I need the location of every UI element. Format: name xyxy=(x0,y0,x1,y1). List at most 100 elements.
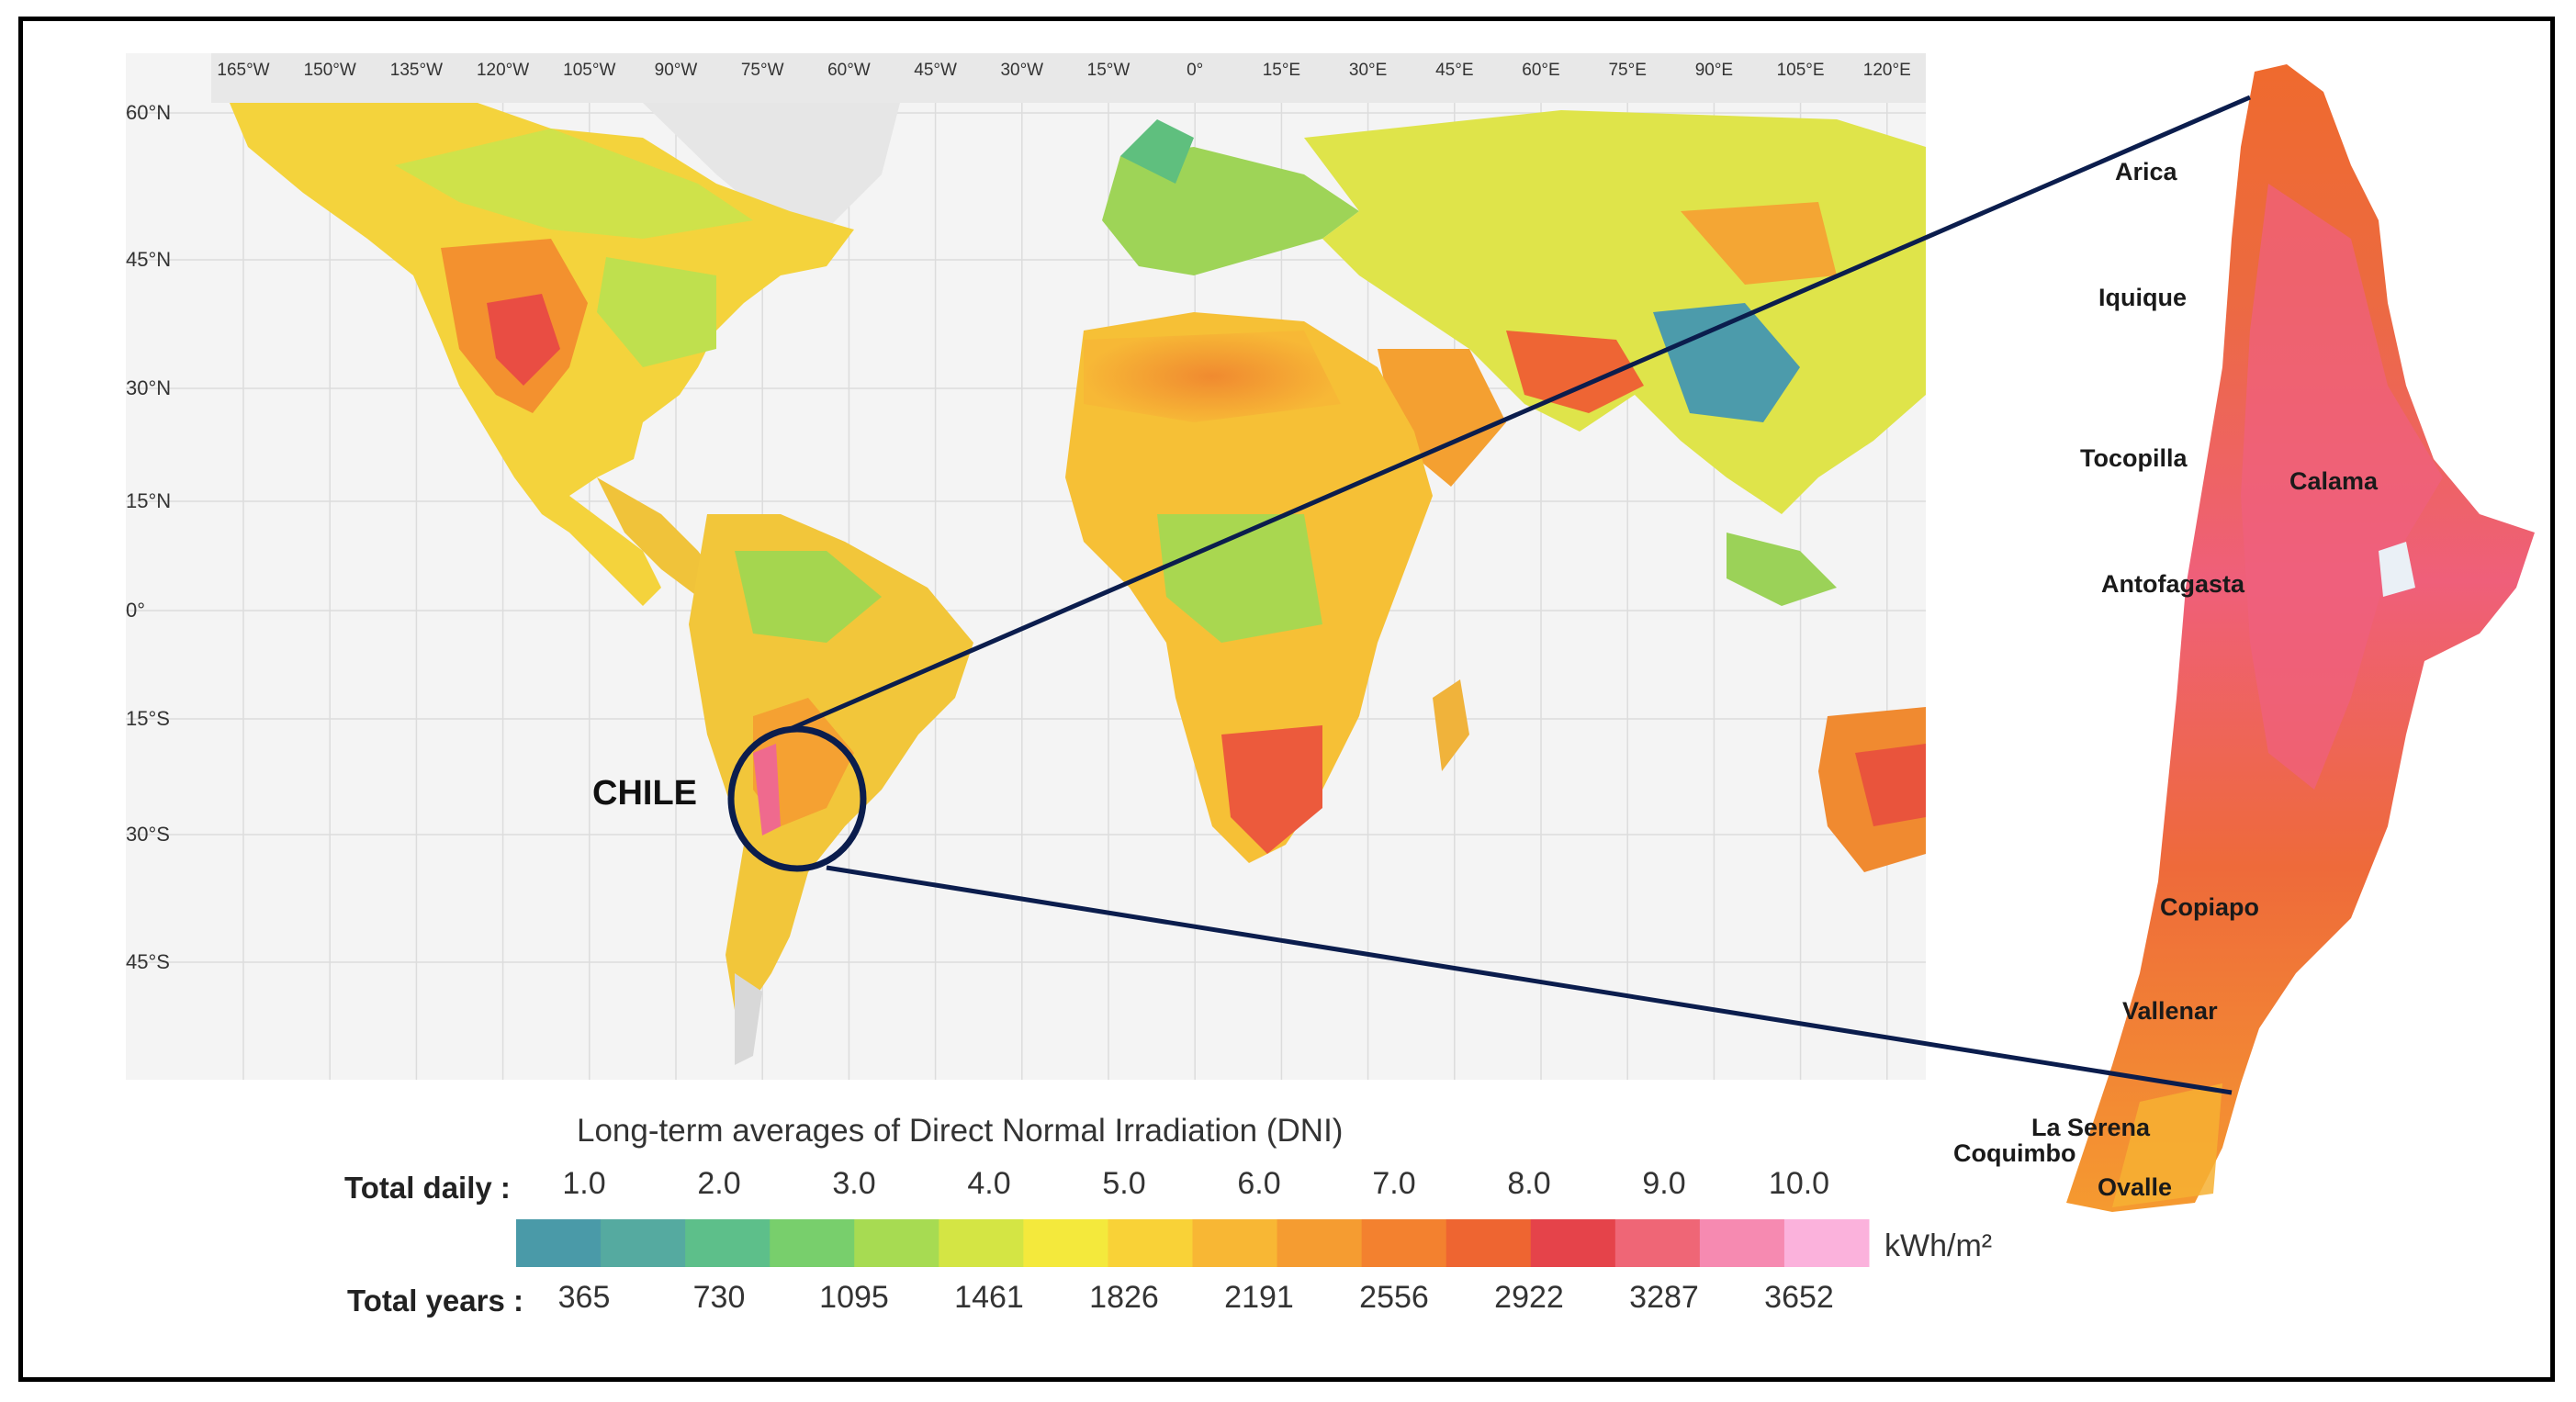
altiplano-peak-dni xyxy=(2241,184,2443,790)
legend-color-swatch xyxy=(1699,1219,1785,1267)
longitude-header-band xyxy=(211,53,1926,103)
legend-yearly-value: 1826 xyxy=(1089,1280,1159,1315)
city-label: Ovalle xyxy=(2098,1173,2172,1201)
southeast-asia-islands xyxy=(1727,533,1837,606)
legend-daily-value: 9.0 xyxy=(1642,1166,1685,1201)
latitude-label: 45°N xyxy=(126,248,171,271)
tibet-high-dni xyxy=(1506,331,1644,413)
chile-highlight-circle xyxy=(727,725,867,872)
salt-flat xyxy=(2379,542,2415,597)
legend-yearly-value: 3287 xyxy=(1629,1280,1699,1315)
mojave-peak-dni xyxy=(487,294,560,386)
legend-yearly-value: 1461 xyxy=(954,1280,1024,1315)
legend-color-swatch xyxy=(1783,1219,1870,1267)
city-label: Coquimbo xyxy=(1953,1139,2075,1167)
latitude-label: 15°S xyxy=(126,707,170,730)
city-label: Tocopilla xyxy=(2080,444,2188,472)
longitude-label: 30°W xyxy=(1000,61,1043,80)
legend-unit: kWh/m² xyxy=(1884,1228,1992,1263)
madagascar xyxy=(1433,679,1469,771)
latitude-label: 45°S xyxy=(126,950,170,973)
city-label: Calama xyxy=(2289,467,2379,495)
longitude-label: 90°E xyxy=(1695,61,1733,80)
longitude-label: 0° xyxy=(1187,61,1203,80)
legend-color-swatch xyxy=(1192,1219,1278,1267)
legend-daily-values: 1.0 2.0 3.0 4.0 5.0 6.0 7.0 8.0 9.0 10.0 xyxy=(562,1166,1829,1201)
longitude-label: 120°W xyxy=(477,61,529,80)
longitude-labels: 165°W 150°W 135°W 120°W 105°W 90°W 75°W 60°W 45°… xyxy=(217,61,1910,80)
legend-color-swatch xyxy=(1445,1219,1532,1267)
legend-yearly-value: 2922 xyxy=(1494,1280,1564,1315)
legend-color-swatch xyxy=(1023,1219,1108,1267)
china-low-dni xyxy=(1653,303,1800,422)
latitude-label: 30°N xyxy=(126,376,171,399)
central-africa xyxy=(1157,514,1322,643)
legend-color-swatch xyxy=(1277,1219,1363,1267)
legend-daily-value: 4.0 xyxy=(967,1166,1010,1201)
legend-daily-value: 1.0 xyxy=(562,1166,605,1201)
legend-color-swatch xyxy=(516,1219,602,1267)
british-isles xyxy=(1120,119,1194,184)
legend-color-swatch xyxy=(1108,1219,1193,1267)
legend-yearly-values: 365 730 1095 1461 1826 2191 2556 2922 3287 3652 xyxy=(558,1280,1834,1315)
latitude-labels: 60°N 45°N 30°N 15°N 0° 15°S 30°S 45°S xyxy=(126,101,171,973)
legend-color-swatch xyxy=(1530,1219,1616,1267)
legend-color-swatch xyxy=(685,1219,771,1267)
zoom-connector: CHILE xyxy=(592,95,2251,1095)
latitude-label: 0° xyxy=(126,599,145,622)
legend-color-swatch xyxy=(1361,1219,1447,1267)
city-label: Vallenar xyxy=(2122,997,2218,1025)
legend-color-swatch xyxy=(601,1219,686,1267)
legend-daily-value: 5.0 xyxy=(1102,1166,1145,1201)
dni-legend: Long-term averages of Direct Normal Irra… xyxy=(344,1113,1992,1318)
legend-daily-label: Total daily : xyxy=(344,1171,511,1205)
legend-yearly-value: 1095 xyxy=(819,1280,889,1315)
longitude-label: 15°W xyxy=(1087,61,1131,80)
longitude-label: 120°E xyxy=(1863,61,1911,80)
legend-daily-value: 10.0 xyxy=(1769,1166,1829,1201)
city-label: Copiapo xyxy=(2160,893,2259,921)
legend-yearly-value: 3652 xyxy=(1764,1280,1834,1315)
legend-daily-value: 3.0 xyxy=(832,1166,875,1201)
longitude-label: 165°W xyxy=(217,61,269,80)
kalahari-high-dni xyxy=(1221,725,1322,854)
legend-daily-value: 7.0 xyxy=(1372,1166,1415,1201)
longitude-label: 75°E xyxy=(1608,61,1646,80)
zoom-line-bottom xyxy=(826,865,2233,1095)
longitude-label: 150°W xyxy=(304,61,356,80)
amazon-region xyxy=(735,551,882,643)
longitude-label: 105°E xyxy=(1777,61,1825,80)
longitude-label: 60°E xyxy=(1522,61,1559,80)
longitude-label: 105°W xyxy=(563,61,615,80)
legend-yearly-value: 2556 xyxy=(1359,1280,1429,1315)
southern-coastal-region xyxy=(2112,1083,2222,1207)
sahara xyxy=(1084,331,1341,422)
patagonia-tip xyxy=(735,973,762,1065)
zoom-line-top xyxy=(787,95,2251,733)
legend-daily-value: 8.0 xyxy=(1507,1166,1550,1201)
legend-color-swatch xyxy=(770,1219,855,1267)
chile-city-labels: Arica Iquique Tocopilla Calama Antofagasta Co… xyxy=(1953,158,2379,1201)
legend-color-swatch xyxy=(939,1219,1024,1267)
world-map: 165°W 150°W 135°W 120°W 105°W 90°W 75°W 60°W 45°… xyxy=(126,53,1926,1080)
longitude-label: 90°W xyxy=(655,61,698,80)
chile-highlight-region xyxy=(753,744,781,836)
longitude-label: 15°E xyxy=(1263,61,1300,80)
legend-daily-value: 2.0 xyxy=(697,1166,740,1201)
latitude-label: 15°N xyxy=(126,489,171,512)
canada-north-region xyxy=(395,129,753,239)
longitude-label: 30°E xyxy=(1349,61,1387,80)
legend-title: Long-term averages of Direct Normal Irra… xyxy=(577,1113,1343,1149)
legend-yearly-label: Total years : xyxy=(347,1284,523,1318)
city-label: Antofagasta xyxy=(2101,570,2245,598)
australia-interior xyxy=(1855,744,1926,826)
chile-label: CHILE xyxy=(592,774,697,813)
longitude-label: 135°W xyxy=(390,61,443,80)
city-label: Iquique xyxy=(2098,284,2187,311)
legend-daily-value: 6.0 xyxy=(1237,1166,1280,1201)
city-label: Arica xyxy=(2115,158,2178,185)
longitude-label: 45°E xyxy=(1435,61,1473,80)
legend-yearly-value: 730 xyxy=(693,1280,746,1315)
central-america xyxy=(597,477,726,597)
